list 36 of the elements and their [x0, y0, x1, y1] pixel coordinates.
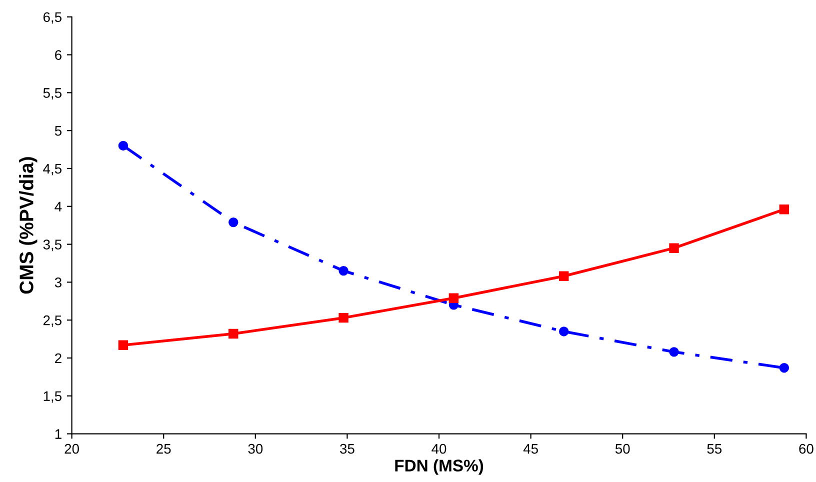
y-tick-label: 5 [54, 126, 62, 136]
x-tick-label: 35 [340, 444, 354, 454]
point [669, 243, 679, 253]
y-tick-label: 4,5 [43, 164, 62, 176]
point [779, 204, 790, 214]
x-tick-label: 20 [64, 444, 79, 454]
y-tick-label: 3 [54, 278, 62, 288]
x-tick-label: 60 [799, 444, 814, 454]
point [558, 326, 569, 336]
y-tick-label: 6,5 [43, 12, 62, 24]
x-tick-label: 55 [707, 444, 722, 454]
y-tick-label: 5,5 [43, 88, 62, 100]
point [228, 328, 238, 339]
point [118, 340, 128, 350]
y-axis-title: CMS (%PV/dia) [19, 157, 38, 294]
y-tick-label: 3,5 [43, 240, 62, 252]
x-tick-label: 40 [432, 444, 446, 454]
point [779, 362, 790, 373]
point [558, 271, 569, 281]
y-tick-label: 1,5 [44, 391, 62, 403]
x-axis-title: FDN (MS%) [395, 459, 484, 475]
point [338, 266, 348, 276]
point [118, 140, 128, 151]
x-tick-label: 25 [156, 444, 171, 454]
y-tick-label: 6 [55, 50, 62, 60]
point [338, 312, 348, 323]
point [448, 293, 459, 303]
y-tick-label: 2 [55, 353, 62, 364]
x-tick-label: 30 [248, 444, 263, 454]
y-tick-label: 4 [54, 202, 62, 212]
y-tick-label: 2,5 [43, 315, 62, 327]
y-tick-label: 1 [55, 429, 62, 439]
x-tick-label: 45 [523, 444, 538, 454]
x-tick-label: 50 [615, 444, 630, 454]
point [669, 347, 679, 357]
point [228, 217, 238, 228]
